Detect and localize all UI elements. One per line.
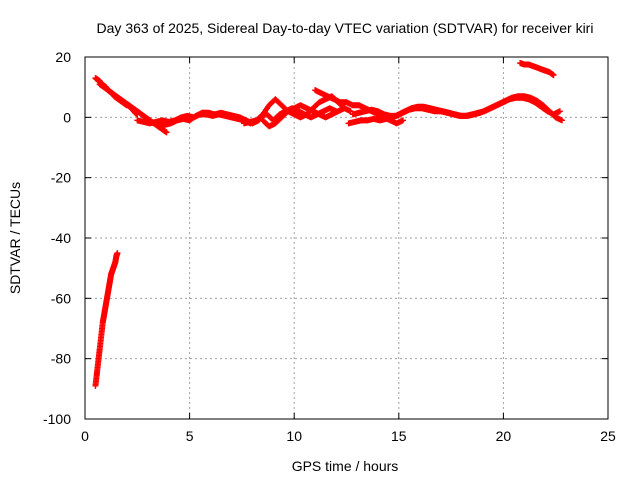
data-point [556, 108, 563, 115]
data-point [333, 108, 340, 115]
x-tick-label: 10 [286, 428, 302, 444]
data-series [517, 60, 557, 79]
y-tick-label: -40 [51, 230, 71, 246]
y-axis-label: SDTVAR / TECUs [7, 182, 23, 294]
y-tick-label: 0 [63, 109, 71, 125]
x-tick-label: 25 [600, 428, 616, 444]
axis-ticks: 0 5 10 15 20 25 -100 -80 -60 -40 -20 0 20 [43, 49, 616, 444]
x-tick-label: 15 [391, 428, 407, 444]
data-point [114, 250, 121, 257]
x-tick-label: 20 [496, 428, 512, 444]
x-tick-label: 5 [186, 428, 194, 444]
x-tick-label: 0 [81, 428, 89, 444]
data-points [92, 60, 565, 389]
data-point [558, 117, 565, 124]
data-point [550, 72, 557, 79]
data-series [349, 94, 563, 119]
y-tick-label: -100 [43, 411, 71, 427]
chart-title: Day 363 of 2025, Sidereal Day-to-day VTE… [97, 20, 594, 36]
y-tick-label: 20 [55, 49, 71, 65]
data-point [163, 129, 170, 136]
y-tick-label: -80 [51, 351, 71, 367]
y-tick-label: -20 [51, 170, 71, 186]
data-series [264, 105, 340, 124]
x-axis-label: GPS time / hours [292, 458, 399, 474]
data-point [341, 105, 348, 112]
y-tick-label: -60 [51, 290, 71, 306]
data-point [347, 108, 354, 115]
data-point [399, 117, 406, 124]
data-series [92, 250, 121, 389]
